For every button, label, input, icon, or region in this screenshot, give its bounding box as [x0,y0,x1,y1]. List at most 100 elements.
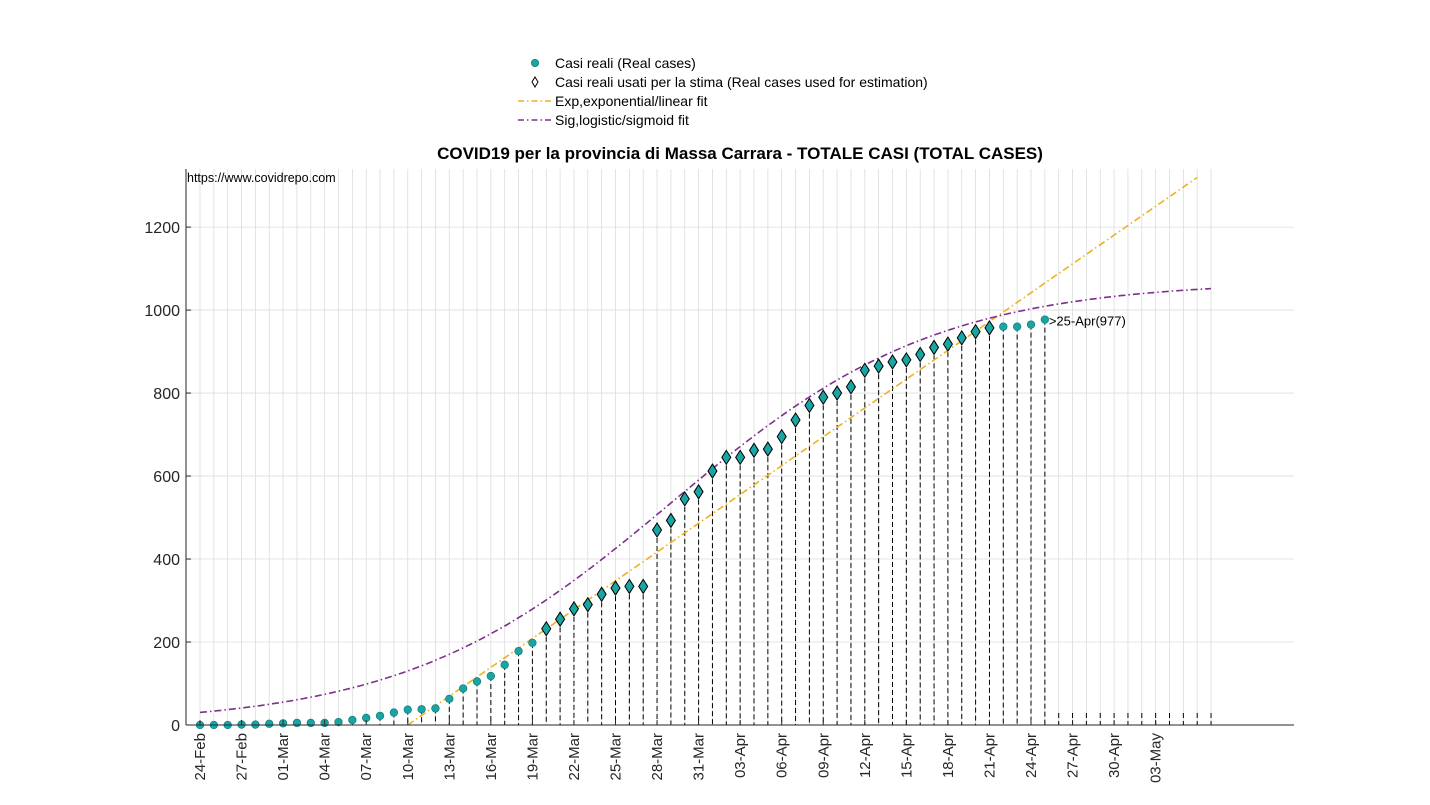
x-tick-label: 16-Mar [483,733,500,781]
x-tick-label: 30-Apr [1106,733,1123,778]
x-tick-label: 12-Apr [857,733,874,778]
data-point-estimation-case [804,397,815,414]
x-tick-label: 28-Mar [649,733,666,781]
data-point-estimation-case [790,412,801,428]
y-tick-label: 1200 [144,220,180,237]
data-point-estimation-case [568,600,580,617]
data-point-real-case [459,684,468,693]
fit-curve [407,176,1198,726]
x-tick-label: 21-Apr [981,733,998,778]
source-label: https://www.covidrepo.com [187,171,336,185]
data-point-estimation-case [679,490,690,507]
data-point-real-case [292,718,302,728]
fit-curves [199,176,1212,726]
legend-label: Casi reali (Real cases) [555,55,696,71]
data-point-estimation-case [901,351,912,368]
x-tick-label: 22-Mar [566,733,583,781]
data-point-real-case [1026,320,1036,329]
data-point-real-case [306,718,315,728]
legend-label: Casi reali usati per la stima (Real case… [555,74,928,90]
legend-item-exp-fit: Exp,exponential/linear fit [515,91,708,111]
y-tick-label: 400 [153,552,180,569]
x-tick-label: 06-Apr [774,733,791,778]
x-tick-label: 18-Apr [940,733,957,778]
y-tick-label: 800 [153,386,180,403]
data-point-real-case [334,717,343,727]
annotation-label: >25-Apr(977) [1049,314,1126,329]
data-point-estimation-case [555,611,566,628]
data-point-estimation-case [859,362,870,379]
x-tick-label: 31-Mar [691,733,708,781]
legend-item-estimation-cases: Casi reali usati per la stima (Real case… [515,72,928,92]
dash-dot-line-icon [518,100,551,102]
data-point-real-case [1040,315,1049,324]
data-point-estimation-case [984,319,995,336]
data-point-estimation-case [541,620,552,637]
legend: Casi reali (Real cases) Casi reali usati… [515,53,970,131]
data-point-estimation-case [735,449,746,466]
data-point-estimation-case [638,578,649,595]
data-point-estimation-case [693,483,704,500]
data-point-estimation-case [748,442,760,459]
x-tick-label: 10-Mar [400,733,417,781]
data-point-estimation-case [887,354,898,370]
legend-label: Exp,exponential/linear fit [555,93,708,109]
data-point-estimation-case [776,428,787,445]
x-tick-label: 25-Mar [608,733,625,781]
data-point-real-case [486,671,496,681]
chart-title: COVID19 per la provincia di Massa Carrar… [437,144,1043,163]
y-tick-label: 0 [171,718,180,735]
data-point-estimation-case [942,336,953,353]
x-tick-label: 03-May [1148,733,1165,784]
data-point-real-case [445,694,454,704]
data-point-estimation-case [970,323,981,340]
data-point-estimation-case [596,586,607,603]
data-point-real-case [417,705,426,714]
data-point-estimation-case [762,441,773,457]
data-point-real-case [265,719,274,728]
data-point-real-case [375,711,385,721]
legend-item-sig-fit: Sig,logistic/sigmoid fit [515,110,689,130]
data-point-estimation-case [665,512,676,529]
data-point-real-case [528,638,537,647]
x-tick-label: 27-Feb [234,733,251,781]
data-point-real-case [348,715,357,725]
x-tick-label: 09-Apr [815,733,832,778]
data-point-estimation-case [721,449,732,466]
x-tick-label: 01-Mar [275,733,292,781]
axes: 0 200 400 600 800 1000 1200 24-Feb 27-Feb 01-Mar 0… [144,169,1294,783]
x-tick-label: 07-Mar [358,733,375,781]
x-tick-label: 13-Mar [441,733,458,781]
x-tick-label: 03-Apr [732,733,749,778]
legend-item-real-cases: Casi reali (Real cases) [515,53,696,73]
data-point-real-case [472,677,482,686]
x-tick-label: 19-Mar [524,733,541,781]
data-point-real-case [431,704,440,713]
data-point-real-case [1013,322,1022,331]
data-point-real-case [500,660,509,669]
circle-marker-icon [530,59,539,67]
data-point-estimation-case [928,339,940,356]
data-point-estimation-case [624,578,635,595]
data-markers: >25-Apr(977) [195,314,1126,730]
dash-dot-line-icon [518,119,551,121]
data-point-estimation-case [651,522,663,538]
data-point-estimation-case [610,580,621,596]
data-point-real-case [999,322,1008,331]
data-point-estimation-case [707,463,718,479]
data-point-estimation-case [845,378,857,395]
y-tick-label: 600 [153,469,180,486]
fit-curve [199,287,1212,714]
y-tick-label: 200 [153,635,180,652]
data-point-estimation-case [582,596,593,613]
data-point-estimation-case [915,346,926,363]
x-tick-label: 04-Mar [317,733,334,781]
x-tick-label: 24-Apr [1023,733,1040,778]
y-tick-label: 1000 [144,303,180,320]
data-point-real-case [514,646,523,656]
data-point-estimation-case [956,329,967,346]
data-point-real-case [403,705,412,714]
diamond-marker-icon [531,76,539,88]
